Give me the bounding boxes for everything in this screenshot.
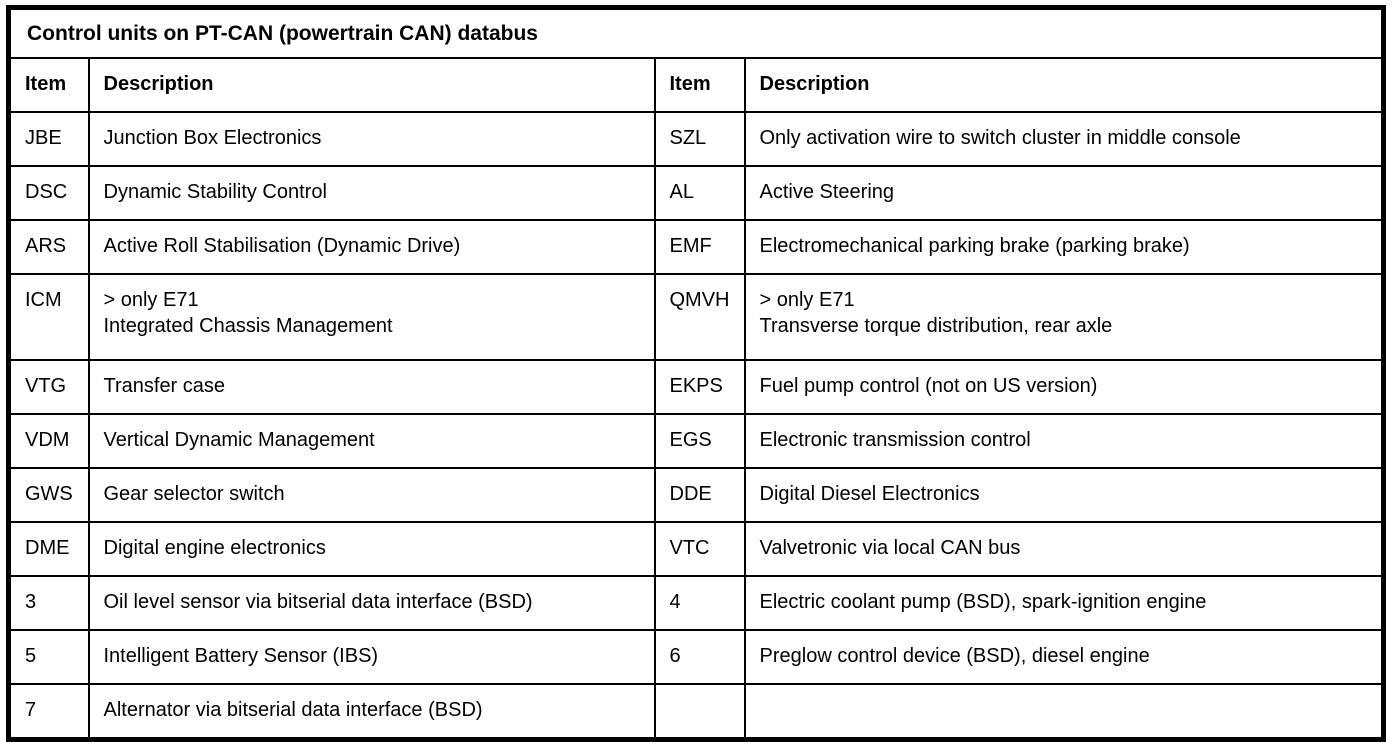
description-cell: Vertical Dynamic Management [87,413,656,469]
item-cell: ICM [7,273,90,361]
item-cell: EKPS [653,359,746,415]
description-cell: Electric coolant pump (BSD), spark-ignit… [743,575,1385,631]
table-row: 5 Intelligent Battery Sensor (IBS) 6 Pre… [7,629,1385,685]
item-cell: DME [7,521,90,577]
header-item-right: Item [653,57,746,113]
description-cell: Only activation wire to switch cluster i… [743,111,1385,167]
description-cell: Junction Box Electronics [87,111,656,167]
table-title-row: Control units on PT-CAN (powertrain CAN)… [7,6,1385,59]
item-cell: 7 [7,683,90,741]
table-row: VTG Transfer case EKPS Fuel pump control… [7,359,1385,415]
item-cell: VDM [7,413,90,469]
description-cell: Preglow control device (BSD), diesel eng… [743,629,1385,685]
description-cell: > only E71 Integrated Chassis Management [87,273,656,361]
table-header-row: Item Description Item Description [7,57,1385,113]
item-cell: DDE [653,467,746,523]
table-row: ICM > only E71 Integrated Chassis Manage… [7,273,1385,361]
item-cell: QMVH [653,273,746,361]
header-description-left: Description [87,57,656,113]
table-row: ARS Active Roll Stabilisation (Dynamic D… [7,219,1385,275]
table-row: 7 Alternator via bitserial data interfac… [7,683,1385,741]
item-cell [653,683,746,741]
table-row: DSC Dynamic Stability Control AL Active … [7,165,1385,221]
item-cell: 5 [7,629,90,685]
description-cell: Fuel pump control (not on US version) [743,359,1385,415]
item-cell: ARS [7,219,90,275]
item-cell: JBE [7,111,90,167]
table-row: DME Digital engine electronics VTC Valve… [7,521,1385,577]
header-description-right: Description [743,57,1385,113]
item-cell: 6 [653,629,746,685]
description-cell: Electromechanical parking brake (parking… [743,219,1385,275]
description-cell: Alternator via bitserial data interface … [87,683,656,741]
description-cell: Active Steering [743,165,1385,221]
description-cell: Transfer case [87,359,656,415]
description-cell: Valvetronic via local CAN bus [743,521,1385,577]
item-cell: AL [653,165,746,221]
item-cell: VTG [7,359,90,415]
description-cell: Digital engine electronics [87,521,656,577]
table-title: Control units on PT-CAN (powertrain CAN)… [7,6,1385,59]
control-units-table: Control units on PT-CAN (powertrain CAN)… [6,5,1386,742]
table-row: GWS Gear selector switch DDE Digital Die… [7,467,1385,523]
table-row: JBE Junction Box Electronics SZL Only ac… [7,111,1385,167]
description-cell: Intelligent Battery Sensor (IBS) [87,629,656,685]
description-cell: Gear selector switch [87,467,656,523]
table-row: VDM Vertical Dynamic Management EGS Elec… [7,413,1385,469]
item-cell: EMF [653,219,746,275]
description-cell: Electronic transmission control [743,413,1385,469]
item-cell: SZL [653,111,746,167]
item-cell: DSC [7,165,90,221]
item-cell: VTC [653,521,746,577]
description-cell: Active Roll Stabilisation (Dynamic Drive… [87,219,656,275]
item-cell: 4 [653,575,746,631]
description-cell: > only E71 Transverse torque distributio… [743,273,1385,361]
table-row: 3 Oil level sensor via bitserial data in… [7,575,1385,631]
item-cell: GWS [7,467,90,523]
description-cell: Digital Diesel Electronics [743,467,1385,523]
description-cell: Oil level sensor via bitserial data inte… [87,575,656,631]
header-item-left: Item [7,57,90,113]
description-cell [743,683,1385,741]
description-cell: Dynamic Stability Control [87,165,656,221]
item-cell: 3 [7,575,90,631]
item-cell: EGS [653,413,746,469]
